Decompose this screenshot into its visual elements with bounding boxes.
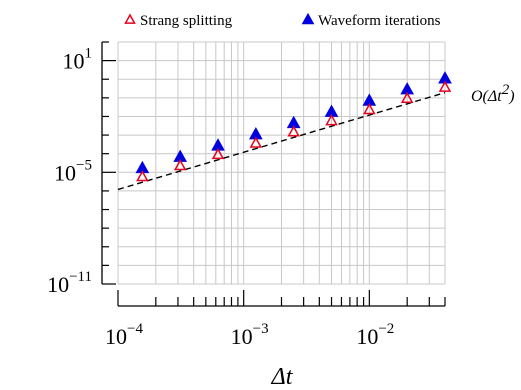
y-tick-label: 101 xyxy=(63,46,93,74)
axis-ticks: 10−4 10−3 10−2 101 10−5 10−11 xyxy=(47,41,446,349)
y-tick-label: 10−5 xyxy=(54,157,92,185)
x-axis-label: Δt xyxy=(271,364,294,390)
x-tick-label: 10−3 xyxy=(231,321,269,349)
x-tick-label: 10−2 xyxy=(356,321,394,349)
data-markers xyxy=(135,71,452,182)
legend-label: Strang splitting xyxy=(140,13,233,29)
reference-line xyxy=(117,91,446,191)
x-tick-label: 10−4 xyxy=(105,321,143,349)
strang-splitting-point xyxy=(325,114,338,126)
grid xyxy=(117,41,446,285)
reference-line-label: O(Δt2) xyxy=(471,82,515,105)
strang-splitting-point xyxy=(249,136,263,148)
strang-splitting-point xyxy=(173,158,187,171)
strang-splitting-point xyxy=(136,170,149,182)
y-tick-label: 10−11 xyxy=(47,269,92,297)
reference-line-layer xyxy=(117,91,446,191)
strang-splitting-point xyxy=(363,102,376,115)
strang-splitting-point xyxy=(400,91,414,104)
strang-splitting-point xyxy=(438,80,452,92)
strang-splitting-point xyxy=(211,147,225,160)
legend: Strang splitting Waveform iterations xyxy=(124,12,441,29)
legend-marker xyxy=(301,12,315,25)
legend-marker xyxy=(124,13,136,24)
legend-label: Waveform iterations xyxy=(318,13,441,29)
strang-splitting-point xyxy=(287,125,300,137)
